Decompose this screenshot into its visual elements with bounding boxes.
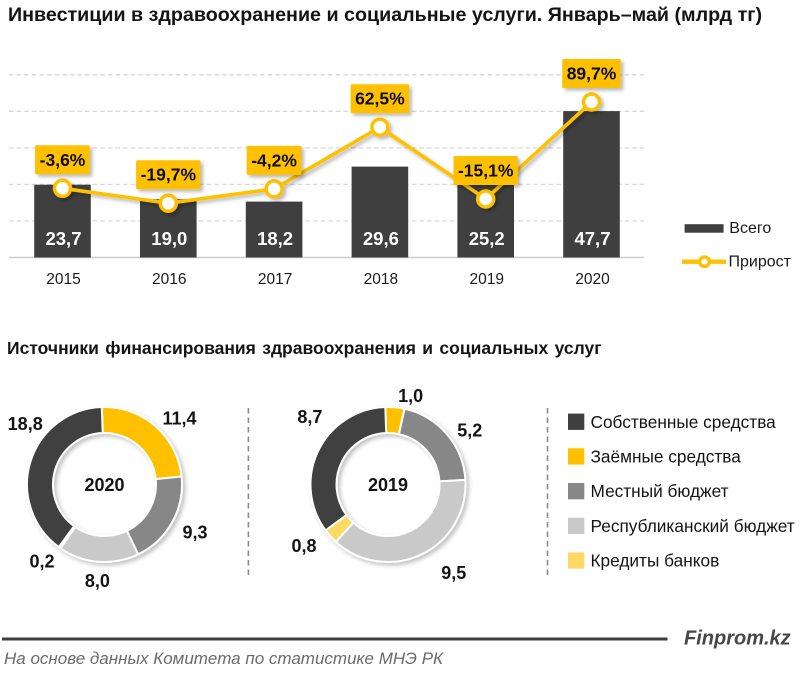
svg-text:Инвестиции в здравоохранение и: Инвестиции в здравоохранение и социальны… (8, 4, 762, 26)
svg-text:Источники финансирования здр: Источники финансирования здравоохранения… (7, 338, 602, 358)
svg-text:2020: 2020 (575, 271, 610, 288)
svg-text:5,2: 5,2 (457, 421, 482, 441)
svg-text:9,5: 9,5 (441, 563, 466, 583)
svg-text:2016: 2016 (152, 271, 186, 288)
svg-text:Кредиты банков: Кредиты банков (591, 551, 720, 571)
svg-text:29,6: 29,6 (363, 228, 399, 249)
svg-text:47,7: 47,7 (574, 228, 610, 249)
svg-text:8,0: 8,0 (85, 571, 110, 591)
svg-text:62,5%: 62,5% (355, 89, 405, 109)
svg-text:Всего: Всего (729, 220, 771, 237)
svg-text:23,7: 23,7 (45, 228, 81, 249)
svg-text:-19,7%: -19,7% (141, 165, 197, 185)
svg-text:-3,6%: -3,6% (40, 150, 86, 170)
svg-text:На основе данных Комитета по: На основе данных Комитета по статистике … (4, 649, 444, 668)
svg-text:Finprom.kz: Finprom.kz (684, 628, 791, 650)
svg-text:11,4: 11,4 (162, 409, 196, 429)
svg-text:19,0: 19,0 (151, 228, 187, 249)
svg-text:0,8: 0,8 (291, 536, 316, 556)
svg-text:8,7: 8,7 (297, 407, 322, 427)
svg-text:89,7%: 89,7% (567, 64, 617, 84)
svg-text:18,8: 18,8 (8, 414, 43, 434)
svg-text:0,2: 0,2 (29, 552, 54, 572)
svg-text:9,3: 9,3 (182, 523, 207, 543)
svg-text:2020: 2020 (84, 475, 124, 495)
svg-text:2017: 2017 (258, 271, 292, 288)
svg-text:Прирост: Прирост (729, 254, 792, 271)
svg-text:2015: 2015 (46, 271, 80, 288)
svg-text:Республиканский бюджет: Республиканский бюджет (591, 516, 795, 536)
svg-text:25,2: 25,2 (469, 228, 505, 249)
svg-text:2018: 2018 (364, 271, 398, 288)
svg-text:2019: 2019 (368, 475, 408, 495)
svg-text:1,0: 1,0 (398, 386, 423, 406)
svg-text:Местный бюджет: Местный бюджет (591, 481, 729, 501)
svg-text:2019: 2019 (469, 271, 503, 288)
svg-text:-15,1%: -15,1% (458, 161, 514, 181)
svg-text:-4,2%: -4,2% (251, 150, 297, 170)
svg-text:Заёмные средства: Заёмные средства (591, 447, 742, 467)
svg-text:Собственные средства: Собственные средства (591, 412, 777, 432)
svg-text:18,2: 18,2 (257, 228, 293, 249)
